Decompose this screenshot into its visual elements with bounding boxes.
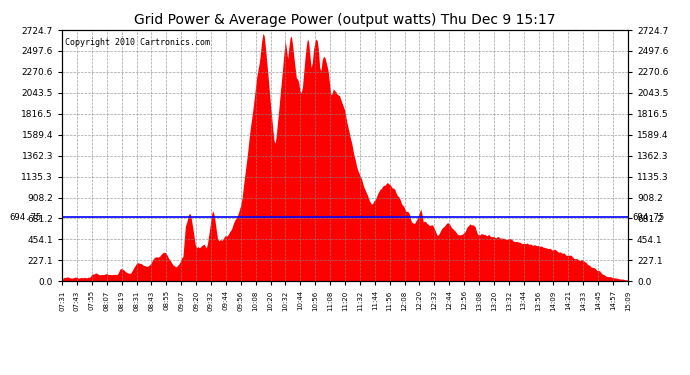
Text: Copyright 2010 Cartronics.com: Copyright 2010 Cartronics.com [65,38,210,46]
Title: Grid Power & Average Power (output watts) Thu Dec 9 15:17: Grid Power & Average Power (output watts… [135,13,555,27]
Text: 694.75: 694.75 [10,213,41,222]
Text: 694.75: 694.75 [632,213,664,222]
